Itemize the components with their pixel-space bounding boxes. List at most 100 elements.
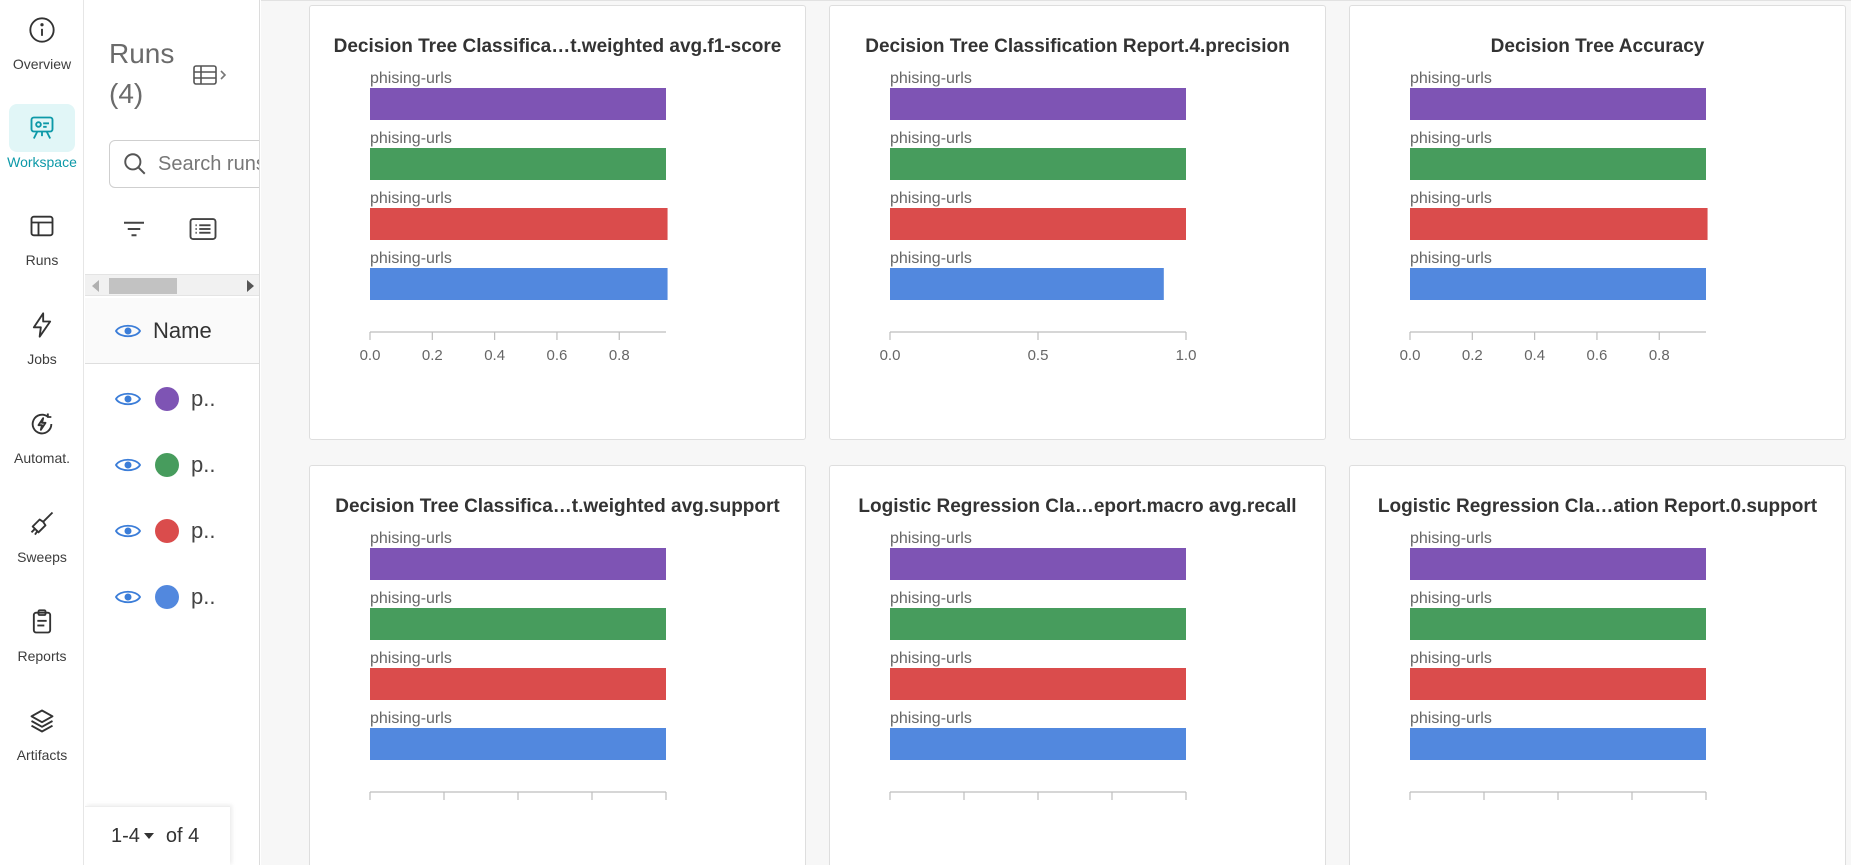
search-input[interactable]	[158, 152, 259, 176]
bar-label: phising-urls	[370, 70, 452, 87]
run-name[interactable]: p..	[191, 386, 216, 411]
eye-icon[interactable]	[115, 321, 141, 341]
scroll-right-icon[interactable]	[247, 280, 254, 292]
bar-label: phising-urls	[1410, 530, 1492, 547]
run-name[interactable]: p..	[191, 584, 216, 609]
broom-icon	[9, 499, 75, 547]
nav-label: Overview	[12, 56, 72, 72]
filter-button[interactable]	[119, 214, 153, 244]
chart-panel[interactable]: Decision Tree Accuracy phising-urls phisi…	[1349, 5, 1846, 440]
x-tick-label: 0.0	[360, 347, 381, 364]
chevron-down-icon	[143, 833, 154, 840]
x-tick-label: 1.0	[1176, 347, 1197, 364]
nav-sweeps[interactable]: Sweeps	[0, 499, 84, 579]
scrollbar-thumb[interactable]	[109, 278, 177, 294]
filter-icon	[124, 221, 144, 237]
bar	[890, 268, 1164, 300]
bar	[370, 728, 666, 760]
name-column-header[interactable]: Name	[85, 298, 259, 364]
bar-chart: phising-urls phising-urls phising-urls phis…	[369, 530, 667, 800]
run-row[interactable]: p..	[85, 564, 259, 630]
scroll-left-icon[interactable]	[92, 280, 99, 292]
bar-label: phising-urls	[1410, 590, 1492, 607]
x-tick-label: 0.2	[422, 347, 443, 364]
workspace-icon	[9, 104, 75, 152]
bar-label: phising-urls	[1410, 190, 1492, 207]
bar-label: phising-urls	[890, 590, 972, 607]
nav-runs[interactable]: Runs	[0, 202, 84, 282]
chart-panel[interactable]: Decision Tree Classification Report.4.pr…	[829, 5, 1326, 440]
chart-panel[interactable]: Decision Tree Classifica…t.weighted avg.…	[309, 5, 806, 440]
run-color-dot[interactable]	[155, 387, 179, 411]
table-icon	[9, 202, 75, 250]
bar-label: phising-urls	[1410, 710, 1492, 727]
bar	[1410, 608, 1706, 640]
bar-chart: phising-urls phising-urls phising-urls phis…	[880, 70, 1197, 364]
nav-artifacts[interactable]: Artifacts	[0, 697, 84, 777]
group-button[interactable]	[188, 214, 222, 244]
eye-icon[interactable]	[115, 389, 141, 409]
page-range-dropdown[interactable]: 1-4	[111, 825, 166, 848]
bar	[370, 608, 666, 640]
bar	[370, 148, 666, 180]
lightning-icon	[9, 301, 75, 349]
nav-workspace[interactable]: Workspace	[0, 104, 84, 184]
bar	[890, 728, 1186, 760]
run-color-dot[interactable]	[155, 585, 179, 609]
bar	[1410, 208, 1708, 240]
nav-label: Artifacts	[16, 747, 68, 763]
chart-panel[interactable]: Logistic Regression Cla…eport.macro avg.…	[829, 465, 1326, 865]
bar-chart: phising-urls phising-urls phising-urls phis…	[1400, 70, 1708, 364]
run-color-dot[interactable]	[155, 453, 179, 477]
run-row[interactable]: p..	[85, 366, 259, 432]
horizontal-scrollbar[interactable]	[85, 274, 259, 296]
nav-overview[interactable]: Overview	[0, 6, 84, 86]
bar-label: phising-urls	[370, 190, 452, 207]
chart-panel[interactable]: Logistic Regression Cla…ation Report.0.s…	[1349, 465, 1846, 865]
eye-icon[interactable]	[115, 455, 141, 475]
runs-title-label: Runs	[109, 38, 175, 69]
bar	[370, 548, 666, 580]
bar	[370, 208, 668, 240]
run-row[interactable]: p..	[85, 498, 259, 564]
page-total: of 4	[165, 824, 200, 847]
info-circle-icon	[9, 6, 75, 54]
column-header-label: Name	[153, 317, 212, 343]
x-tick-label: 0.6	[1587, 347, 1608, 364]
bar	[1410, 268, 1706, 300]
expand-table-button[interactable]	[192, 60, 240, 90]
bar-label: phising-urls	[890, 710, 972, 727]
chart-title: Decision Tree Classifica…t.weighted avg.…	[335, 496, 780, 517]
search-runs-box[interactable]	[109, 140, 259, 188]
eye-icon[interactable]	[115, 521, 141, 541]
nav-label: Jobs	[27, 351, 57, 367]
eye-icon[interactable]	[115, 587, 141, 607]
runs-title: Runs (4)	[109, 34, 199, 114]
x-tick-label: 0.2	[1462, 347, 1483, 364]
chart-title: Decision Tree Accuracy	[1490, 36, 1705, 57]
run-name[interactable]: p..	[191, 452, 216, 477]
bar-label: phising-urls	[1410, 650, 1492, 667]
chart-title: Decision Tree Classifica…t.weighted avg.…	[333, 36, 782, 57]
run-row[interactable]: p..	[85, 432, 259, 498]
bar-label: phising-urls	[370, 530, 452, 547]
run-name[interactable]: p..	[191, 518, 216, 543]
chart-title: Decision Tree Classification Report.4.pr…	[865, 36, 1290, 57]
table-expand-icon	[193, 65, 227, 85]
nav-reports[interactable]: Reports	[0, 598, 84, 678]
nav-automations[interactable]: Automat.	[0, 400, 84, 480]
chart-title: Logistic Regression Cla…eport.macro avg.…	[858, 496, 1297, 517]
bar	[890, 148, 1186, 180]
nav-jobs[interactable]: Jobs	[0, 301, 84, 381]
chart-title: Logistic Regression Cla…ation Report.0.s…	[1377, 496, 1818, 517]
page-range: 1-4	[111, 824, 140, 847]
run-color-dot[interactable]	[155, 519, 179, 543]
bar	[1410, 88, 1706, 120]
workspace-area: Decision Tree Classifica…t.weighted avg.…	[261, 0, 1851, 865]
nav-label: Workspace	[7, 154, 77, 170]
bar	[890, 668, 1186, 700]
nav-label: Sweeps	[17, 549, 67, 565]
x-tick-label: 0.6	[547, 347, 568, 364]
chart-panel[interactable]: Decision Tree Classifica…t.weighted avg.…	[309, 465, 806, 865]
